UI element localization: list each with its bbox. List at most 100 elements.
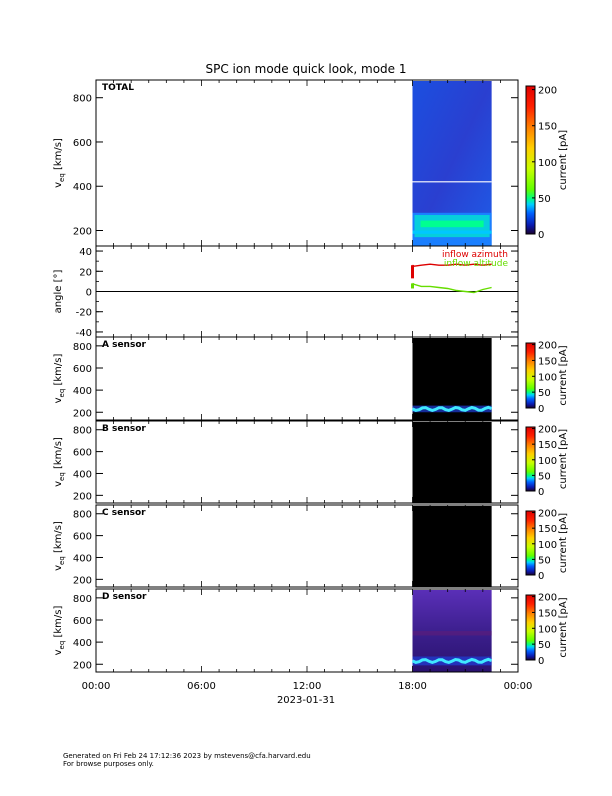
colorbar-tick-label: 50: [538, 388, 551, 399]
panel-label: C sensor: [102, 508, 146, 518]
colorbar-tick-label: 50: [538, 471, 551, 482]
heatmap-feature-stripe: [412, 631, 492, 636]
ytick-label: 800: [73, 510, 92, 521]
colorbar-tick-label: 100: [538, 158, 557, 169]
ylabel-unit: [km/s]: [53, 521, 64, 556]
colorbar-tick-label: 0: [538, 487, 544, 498]
colorbar-tick-label: 150: [538, 440, 557, 451]
heatmap-feature-sub: [412, 230, 492, 234]
colorbar-label: current [pA]: [558, 597, 569, 657]
footer: Generated on Fri Feb 24 17:12:36 2023 by…: [63, 752, 311, 768]
ylabel: veq [km/s]: [53, 606, 66, 656]
colorbar-tick-label: 100: [538, 372, 557, 383]
ytick-label: 200: [73, 408, 92, 419]
ytick-label: 800: [73, 342, 92, 353]
ytick-label: 600: [73, 364, 92, 375]
heatmap-feature-core: [420, 220, 484, 228]
colorbar-tick-label: 150: [538, 608, 557, 619]
colorbar-tick-label: 50: [538, 640, 551, 651]
colorbar-tick-label: 0: [538, 656, 544, 667]
ytick-label: 0: [86, 288, 92, 299]
colorbar-tick-label: 100: [538, 456, 557, 467]
panel-label: D sensor: [102, 592, 147, 602]
heatmap-feature-core: [411, 657, 493, 664]
ytick-label: 800: [73, 94, 92, 105]
ytick-label: 200: [73, 575, 92, 586]
panel-A: 200 400 600 800 veq [km/s] A sensor 0 50 100 150 2…: [53, 336, 569, 421]
ylabel-main: v: [53, 649, 64, 655]
xtick-label: 06:00: [187, 681, 216, 692]
ylabel-main: v: [53, 182, 64, 188]
time-axis: 00:00 06:00 12:00 18:00 00:00 2023-01-31: [82, 80, 533, 706]
ylabel-unit: [km/s]: [53, 606, 64, 641]
legend-1: inflow altitude: [444, 259, 509, 269]
xtick-label: 00:00: [504, 681, 533, 692]
panel-label: TOTAL: [102, 83, 134, 93]
ytick-label: 400: [73, 469, 92, 480]
ytick-label: 400: [73, 386, 92, 397]
panel-C: 200 400 600 800 veq [km/s] C sensor 0 50 100 150 2…: [53, 504, 569, 588]
ylabel-unit: [km/s]: [53, 437, 64, 472]
ylabel: angle [°]: [53, 270, 64, 314]
colorbar-label: current [pA]: [558, 513, 569, 573]
ylabel-main: v: [53, 397, 64, 403]
panel-D: 200 400 600 800 veq [km/s] D sensor 0 50 100 150 2…: [53, 588, 569, 673]
colorbar-tick-label: 200: [538, 341, 557, 352]
colorbar-tick-label: 200: [538, 509, 557, 520]
panel-label: A sensor: [102, 340, 147, 350]
ytick-label: -20: [76, 308, 92, 319]
ylabel-sub: eq: [58, 556, 66, 565]
ytick-label: 800: [73, 426, 92, 437]
colorbar-tick-label: 100: [538, 540, 557, 551]
colorbar-label: current [pA]: [558, 130, 569, 190]
footer-generated: Generated on Fri Feb 24 17:12:36 2023 by…: [63, 752, 311, 760]
ylabel: veq [km/s]: [53, 437, 66, 487]
colorbar-tick-label: 150: [538, 356, 557, 367]
xtick-label: 12:00: [293, 681, 322, 692]
ytick-label: 400: [73, 638, 92, 649]
ytick-label: 200: [73, 491, 92, 502]
ylabel-sub: eq: [58, 472, 66, 481]
colorbar-tick-label: 0: [538, 230, 544, 241]
colorbar-tick-label: 50: [538, 555, 551, 566]
ytick-label: 600: [73, 138, 92, 149]
colorbar: [525, 85, 536, 235]
series-line-0: [412, 263, 492, 267]
colorbar: [525, 510, 536, 576]
ytick-label: 400: [73, 553, 92, 564]
colorbar-tick-label: 200: [538, 425, 557, 436]
ylabel-sub: eq: [58, 173, 66, 182]
panel-label: B sensor: [102, 424, 146, 434]
ytick-label: -40: [76, 328, 92, 339]
ylabel-sub: eq: [58, 389, 66, 398]
ylabel-main: v: [53, 565, 64, 571]
legend-0: inflow azimuth: [442, 250, 508, 260]
ytick-label: 600: [73, 532, 92, 543]
colorbar-tick-label: 200: [538, 593, 557, 604]
ytick-label: 800: [73, 594, 92, 605]
heatmap-area: [412, 422, 492, 503]
date-label: 2023-01-31: [277, 695, 335, 706]
xtick-label: 18:00: [398, 681, 427, 692]
chart-title: SPC ion mode quick look, mode 1: [206, 62, 407, 76]
ytick-label: 600: [73, 448, 92, 459]
colorbar-tick-label: 150: [538, 524, 557, 535]
colorbar: [525, 594, 536, 661]
colorbar-tick-label: 200: [538, 86, 557, 97]
heatmap-area: [412, 506, 492, 587]
colorbar-label: current [pA]: [558, 345, 569, 405]
colorbar-tick-label: 0: [538, 571, 544, 582]
colorbar-tick-label: 50: [538, 194, 551, 205]
ytick-label: 200: [73, 660, 92, 671]
panel-B: 200 400 600 800 veq [km/s] B sensor 0 50 100 150 2…: [53, 420, 569, 504]
panel-total: 200 400 600 800 veq [km/s] TOTAL 0 50 100 150 200 c…: [53, 79, 569, 247]
colorbar-tick-label: 100: [538, 624, 557, 635]
ylabel: veq [km/s]: [53, 138, 66, 188]
ylabel-unit: [km/s]: [53, 354, 64, 389]
ytick-label: 200: [73, 227, 92, 238]
ylabel: veq [km/s]: [53, 354, 66, 404]
heatmap-feature-core: [411, 405, 493, 412]
